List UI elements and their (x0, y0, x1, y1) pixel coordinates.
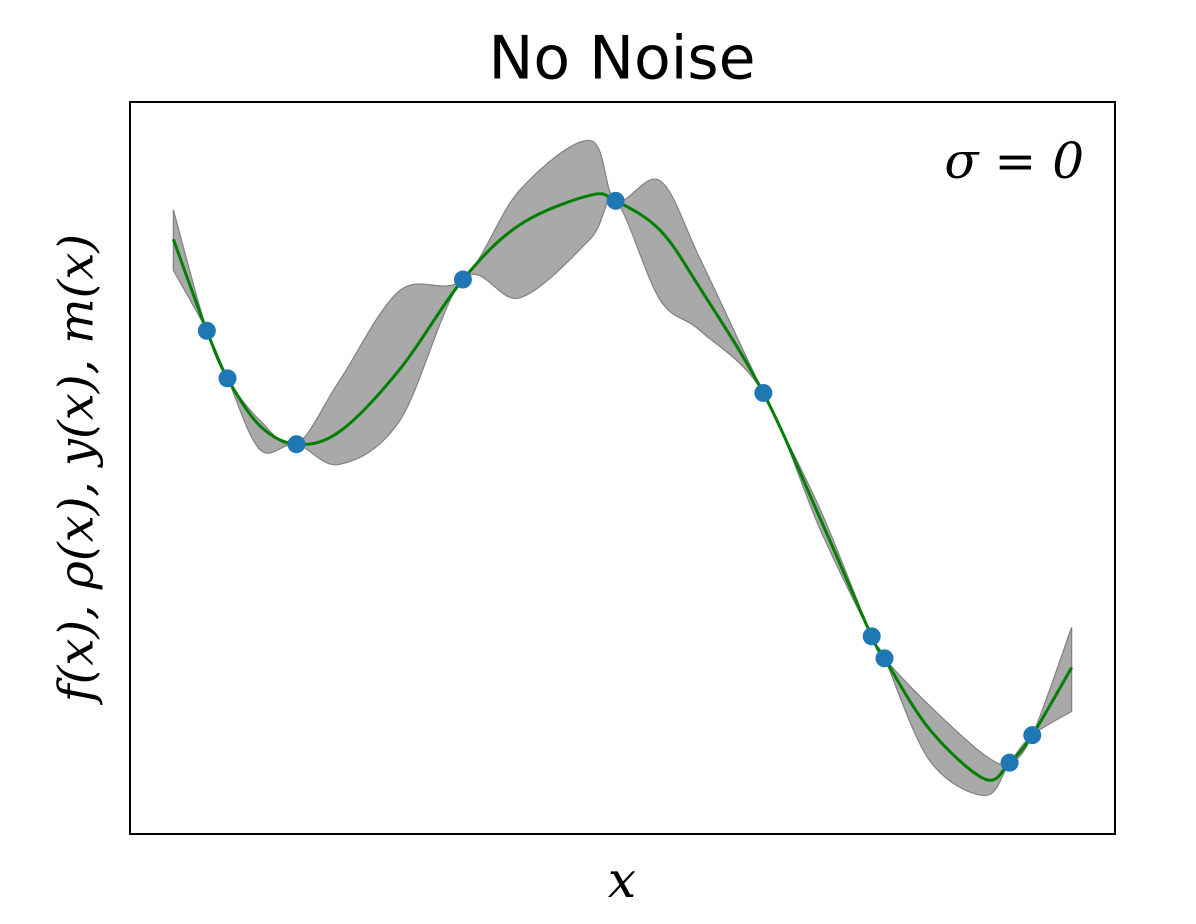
data-point (1000, 753, 1019, 772)
data-point (197, 321, 216, 340)
data-point (862, 627, 881, 646)
chart-title: No Noise (488, 24, 755, 94)
mean-line (171, 192, 1073, 782)
data-point (606, 191, 625, 210)
annotation: σ = 0 (944, 132, 1084, 190)
plot-area (171, 139, 1073, 797)
data-point (1023, 726, 1042, 745)
data-point (218, 369, 237, 388)
y-axis-label: f(x), ρ(x), y(x), m(x) (49, 234, 105, 705)
data-point (287, 435, 306, 454)
data-point (875, 649, 894, 668)
x-axis-label: x (608, 851, 636, 909)
confidence-band (172, 139, 1073, 797)
data-point (754, 383, 773, 402)
axes-frame (129, 101, 1116, 835)
data-point (453, 270, 472, 289)
